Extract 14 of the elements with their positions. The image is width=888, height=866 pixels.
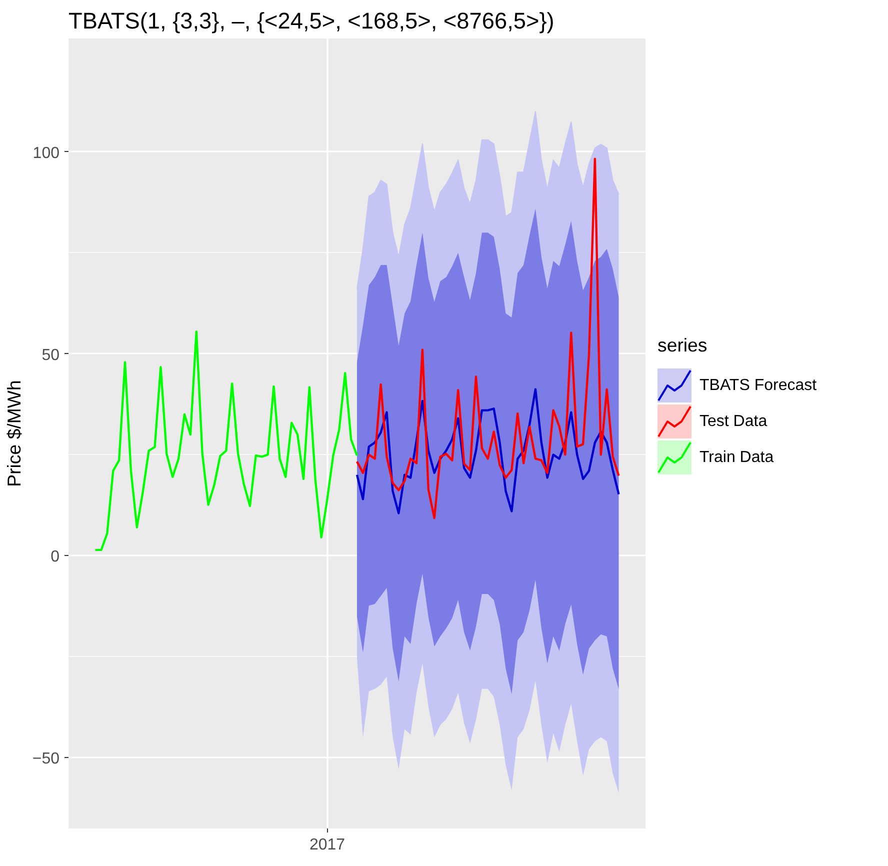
legend-title: series [658, 334, 708, 356]
chart-title: TBATS(1, {3,3}, –, {<24,5>, <168,5>, <8766,5>}) [68, 8, 554, 34]
y-tick-label: −50 [32, 750, 60, 768]
line-series [356, 388, 620, 514]
y-axis-title: Price $/MWh [3, 380, 24, 487]
y-tick-label: 50 [42, 346, 60, 364]
y-tick-label: 100 [32, 144, 60, 162]
line-series [356, 158, 620, 520]
legend-label: Test Data [700, 413, 768, 430]
y-tick-label: 0 [50, 548, 60, 566]
legend-label: TBATS Forecast [700, 377, 818, 394]
legend-label: Train Data [700, 449, 774, 466]
line-series [94, 330, 358, 552]
x-tick-label: 2017 [309, 836, 346, 854]
